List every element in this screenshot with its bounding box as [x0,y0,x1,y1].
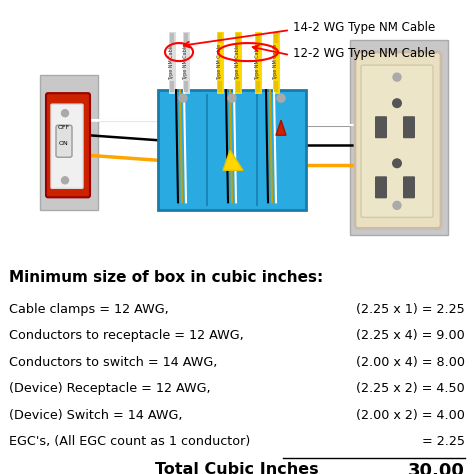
Circle shape [393,201,401,210]
Text: (2.25 x 1) = 2.25: (2.25 x 1) = 2.25 [356,303,465,316]
Text: Cable clamps = 12 AWG,: Cable clamps = 12 AWG, [9,303,169,316]
Text: = 2.25: = 2.25 [421,436,465,448]
FancyBboxPatch shape [40,75,98,210]
Text: 30.00: 30.00 [408,462,465,474]
Circle shape [392,98,402,108]
FancyBboxPatch shape [51,104,83,188]
Text: ON: ON [59,141,69,146]
Text: 12-2 WG Type NM Cable: 12-2 WG Type NM Cable [293,46,435,60]
FancyBboxPatch shape [355,52,441,228]
Text: Type NM Cable: Type NM Cable [236,44,240,80]
Text: Type NM Cable: Type NM Cable [273,44,279,80]
Text: Type NM Cable: Type NM Cable [255,44,261,80]
Text: EGC's, (All EGC count as 1 conductor): EGC's, (All EGC count as 1 conductor) [9,436,251,448]
FancyBboxPatch shape [375,116,387,138]
Circle shape [179,94,187,102]
FancyBboxPatch shape [361,65,433,218]
Text: (2.00 x 2) = 4.00: (2.00 x 2) = 4.00 [356,409,465,422]
Polygon shape [276,120,286,135]
Text: Minimum size of box in cubic inches:: Minimum size of box in cubic inches: [9,270,324,284]
FancyBboxPatch shape [375,176,387,198]
Circle shape [393,73,401,81]
FancyBboxPatch shape [56,125,72,157]
Text: OFF: OFF [58,125,70,130]
Text: Conductors to receptacle = 12 AWG,: Conductors to receptacle = 12 AWG, [9,329,244,343]
Circle shape [392,158,402,168]
Text: (2.25 x 2) = 4.50: (2.25 x 2) = 4.50 [356,383,465,395]
FancyBboxPatch shape [403,116,415,138]
Text: 14-2 WG Type NM Cable: 14-2 WG Type NM Cable [293,20,435,34]
Text: (2.25 x 4) = 9.00: (2.25 x 4) = 9.00 [356,329,465,343]
Text: Type NM Cable: Type NM Cable [170,44,174,80]
Text: Total Cubic Inches: Total Cubic Inches [155,462,319,474]
Circle shape [62,177,69,184]
Circle shape [62,109,69,117]
Text: Type NM Cable: Type NM Cable [183,44,189,80]
Text: (Device) Receptacle = 12 AWG,: (Device) Receptacle = 12 AWG, [9,383,211,395]
FancyBboxPatch shape [158,90,306,210]
Text: Type NM Cable: Type NM Cable [218,44,222,80]
Polygon shape [223,150,243,170]
FancyBboxPatch shape [350,40,448,236]
FancyBboxPatch shape [403,176,415,198]
Text: (Device) Switch = 14 AWG,: (Device) Switch = 14 AWG, [9,409,183,422]
FancyBboxPatch shape [46,93,90,197]
Circle shape [277,94,285,102]
Text: Conductors to switch = 14 AWG,: Conductors to switch = 14 AWG, [9,356,218,369]
Text: (2.00 x 4) = 8.00: (2.00 x 4) = 8.00 [356,356,465,369]
Circle shape [228,94,236,102]
